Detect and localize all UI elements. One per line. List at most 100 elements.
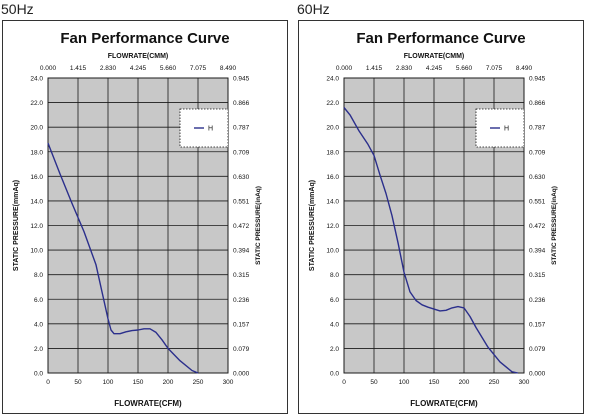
y-tick-label: 24.0 xyxy=(326,76,339,83)
top-tick-label: 4.245 xyxy=(426,65,443,72)
top-tick-label: 5.660 xyxy=(456,65,473,72)
chart-title: Fan Performance Curve xyxy=(60,30,229,47)
right-tick-label: 0.079 xyxy=(233,346,250,353)
x-tick-label: 100 xyxy=(103,379,114,386)
x-tick-label: 300 xyxy=(519,379,530,386)
x-tick-label: 150 xyxy=(429,379,440,386)
right-tick-label: 0.236 xyxy=(233,297,250,304)
right-tick-label: 0.315 xyxy=(233,272,250,279)
x-tick-label: 50 xyxy=(74,379,82,386)
right-tick-label: 0.551 xyxy=(529,198,546,205)
chart-title: Fan Performance Curve xyxy=(356,30,525,47)
y-tick-label: 0.0 xyxy=(34,371,43,378)
y-tick-label: 0.0 xyxy=(330,371,339,378)
top-tick-label: 1.415 xyxy=(70,65,87,72)
y-tick-label: 6.0 xyxy=(34,297,43,304)
chart-card: Fan Performance Curve FLOWRATE(CMM) 0.000 1… xyxy=(2,20,288,414)
y-axis-label: STATIC PRESSURE(mmAq) xyxy=(13,180,20,271)
x-tick-label: 100 xyxy=(399,379,410,386)
y-tick-label: 6.0 xyxy=(330,297,339,304)
right-tick-label: 0.709 xyxy=(529,149,546,156)
top-tick-label: 0.000 xyxy=(336,65,353,72)
frequency-label: 60Hz xyxy=(297,1,330,17)
right-tick-label: 0.866 xyxy=(233,100,250,107)
chart-card: Fan Performance Curve FLOWRATE(CMM) 0.000 1… xyxy=(298,20,584,414)
right-tick-label: 0.472 xyxy=(233,223,250,230)
right-axis-label: STATIC PRESSURE(inAq) xyxy=(255,186,262,265)
chart-panel-50hz: 50Hz Fan Performance Curve FLOWRATE(CMM) 0… xyxy=(1,1,288,414)
legend-label: H xyxy=(208,126,213,133)
right-tick-label: 0.866 xyxy=(529,100,546,107)
y-tick-label: 8.0 xyxy=(330,272,339,279)
right-tick-label: 0.079 xyxy=(529,346,546,353)
y-tick-label: 14.0 xyxy=(30,198,43,205)
x-tick-label: 300 xyxy=(223,379,234,386)
y-tick-label: 4.0 xyxy=(330,321,339,328)
right-tick-label: 0.394 xyxy=(529,248,546,255)
right-tick-label: 0.157 xyxy=(233,321,250,328)
plot-frame xyxy=(343,77,525,374)
right-tick-label: 0.394 xyxy=(233,248,250,255)
y-tick-label: 18.0 xyxy=(30,149,43,156)
x-tick-label: 250 xyxy=(489,379,500,386)
legend-label: H xyxy=(504,126,509,133)
x-tick-label: 0 xyxy=(342,379,346,386)
chart-panel-60hz: 60Hz Fan Performance Curve FLOWRATE(CMM) 0… xyxy=(296,0,592,420)
right-tick-label: 0.787 xyxy=(529,125,546,132)
y-tick-label: 14.0 xyxy=(326,198,339,205)
top-tick-label: 4.245 xyxy=(130,65,147,72)
y-tick-label: 10.0 xyxy=(30,248,43,255)
right-tick-label: 0.787 xyxy=(233,125,250,132)
top-tick-label: 1.415 xyxy=(366,65,383,72)
top-tick-label: 5.660 xyxy=(160,65,177,72)
right-tick-label: 0.000 xyxy=(529,371,546,378)
y-tick-label: 18.0 xyxy=(326,149,339,156)
series-line-H xyxy=(47,142,199,374)
y-tick-label: 16.0 xyxy=(30,174,43,181)
performance-chart: Fan Performance Curve FLOWRATE(CMM) 0.000 1… xyxy=(309,30,558,408)
y-tick-label: 10.0 xyxy=(326,248,339,255)
y-tick-label: 22.0 xyxy=(326,100,339,107)
y-tick-label: 20.0 xyxy=(326,125,339,132)
right-tick-label: 0.630 xyxy=(529,174,546,181)
right-tick-label: 0.945 xyxy=(529,76,546,83)
right-axis-label: STATIC PRESSURE(inAq) xyxy=(551,186,558,265)
y-axis-label: STATIC PRESSURE(mmAq) xyxy=(309,180,316,271)
right-tick-label: 0.630 xyxy=(233,174,250,181)
performance-chart: Fan Performance Curve FLOWRATE(CMM) 0.000 1… xyxy=(13,30,262,408)
y-tick-label: 12.0 xyxy=(326,223,339,230)
frequency-label: 50Hz xyxy=(1,1,34,17)
top-tick-label: 0.000 xyxy=(40,65,57,72)
right-tick-label: 0.472 xyxy=(529,223,546,230)
plot-frame xyxy=(47,77,229,374)
y-tick-label: 8.0 xyxy=(34,272,43,279)
x-axis-label: FLOWRATE(CFM) xyxy=(410,399,478,408)
y-tick-label: 20.0 xyxy=(30,125,43,132)
right-tick-label: 0.551 xyxy=(233,198,250,205)
right-tick-label: 0.315 xyxy=(529,272,546,279)
top-tick-label: 7.075 xyxy=(486,65,503,72)
y-tick-label: 16.0 xyxy=(326,174,339,181)
top-tick-label: 2.830 xyxy=(396,65,413,72)
right-tick-label: 0.157 xyxy=(529,321,546,328)
right-tick-label: 0.236 xyxy=(529,297,546,304)
right-tick-label: 0.709 xyxy=(233,149,250,156)
y-tick-label: 22.0 xyxy=(30,100,43,107)
x-tick-label: 150 xyxy=(133,379,144,386)
top-axis-label: FLOWRATE(CMM) xyxy=(404,53,465,60)
y-tick-label: 2.0 xyxy=(34,346,43,353)
x-axis-label: FLOWRATE(CFM) xyxy=(114,399,182,408)
top-tick-label: 2.830 xyxy=(100,65,117,72)
top-tick-label: 8.490 xyxy=(516,65,533,72)
x-tick-label: 0 xyxy=(46,379,50,386)
y-tick-label: 4.0 xyxy=(34,321,43,328)
top-tick-label: 7.075 xyxy=(190,65,207,72)
y-tick-label: 12.0 xyxy=(30,223,43,230)
x-tick-label: 50 xyxy=(370,379,378,386)
x-tick-label: 200 xyxy=(163,379,174,386)
right-tick-label: 0.000 xyxy=(233,371,250,378)
top-tick-label: 8.490 xyxy=(220,65,237,72)
y-tick-label: 24.0 xyxy=(30,76,43,83)
x-tick-label: 200 xyxy=(459,379,470,386)
x-tick-label: 250 xyxy=(193,379,204,386)
